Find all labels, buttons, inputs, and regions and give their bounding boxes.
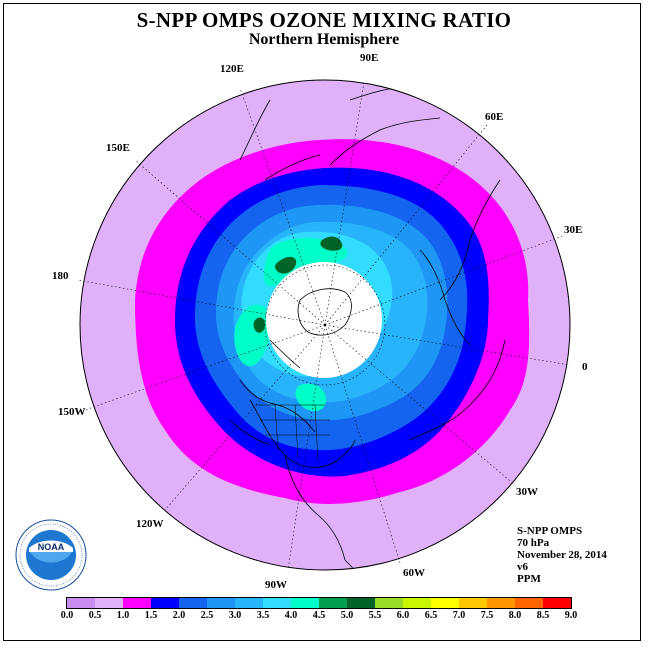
- colorbar-cell: [347, 598, 375, 608]
- colorbar-tick-label: 4.5: [312, 610, 326, 621]
- colorbar-cell: [431, 598, 459, 608]
- lon-label-90e: 90E: [360, 52, 378, 64]
- info-version: v6: [517, 561, 528, 573]
- colorbar-cell: [263, 598, 291, 608]
- colorbar-tick-label: 4.0: [284, 610, 298, 621]
- colorbar: [66, 597, 572, 609]
- colorbar-tick-label: 5.0: [340, 610, 354, 621]
- colorbar-cell: [291, 598, 319, 608]
- colorbar-cell: [319, 598, 347, 608]
- lon-label-120e: 120E: [220, 63, 244, 75]
- info-units: PPM: [517, 573, 541, 585]
- colorbar-tick-label: 3.0: [228, 610, 242, 621]
- colorbar-tick-label: 2.0: [172, 610, 186, 621]
- info-date: November 28, 2014: [517, 549, 607, 561]
- info-level: 70 hPa: [517, 537, 550, 549]
- colorbar-cell: [207, 598, 235, 608]
- lon-label-150e: 150E: [106, 142, 130, 154]
- colorbar-tick-label: 1.0: [116, 610, 130, 621]
- colorbar-tick-label: 0.5: [88, 610, 102, 621]
- colorbar-tick-label: 1.5: [144, 610, 158, 621]
- colorbar-tick-label: 3.5: [256, 610, 270, 621]
- colorbar-cell: [543, 598, 571, 608]
- lon-label-180: 180: [52, 270, 69, 282]
- state-boundaries: [255, 404, 330, 463]
- polar-night-region: [266, 262, 382, 378]
- map-subtitle: Northern Hemisphere: [248, 31, 400, 48]
- lon-label-90w: 90W: [265, 579, 287, 591]
- colorbar-cell: [67, 598, 95, 608]
- lon-label-30w: 30W: [516, 486, 538, 498]
- map-title: S-NPP OMPS OZONE MIXING RATIO: [136, 8, 512, 32]
- lon-label-150w: 150W: [58, 406, 86, 418]
- noaa-logo-text: NOAA: [38, 542, 65, 552]
- colorbar-tick-label: 7.5: [480, 610, 494, 621]
- lon-label-0: 0: [582, 361, 588, 373]
- colorbar-tick-label: 2.5: [200, 610, 214, 621]
- colorbar-cell: [123, 598, 151, 608]
- graticule: [77, 81, 571, 571]
- colorbar-cell: [487, 598, 515, 608]
- colorbar-cell: [151, 598, 179, 608]
- colorbar-cell: [95, 598, 123, 608]
- colorbar-tick-label: 5.5: [368, 610, 382, 621]
- colorbar-cell: [235, 598, 263, 608]
- colorbar-cell: [179, 598, 207, 608]
- lon-label-60w: 60W: [403, 567, 425, 579]
- colorbar-tick-label: 9.0: [564, 610, 578, 621]
- noaa-logo: NOAA: [15, 519, 87, 591]
- colorbar-tick-label: 7.0: [452, 610, 466, 621]
- figure-frame: [3, 3, 641, 641]
- colorbar-tick-label: 6.5: [424, 610, 438, 621]
- colorbar-tick-label: 8.0: [508, 610, 522, 621]
- colorbar-tick-label: 6.0: [396, 610, 410, 621]
- colorbar-cell: [403, 598, 431, 608]
- colorbar-cell: [515, 598, 543, 608]
- colorbar-cell: [459, 598, 487, 608]
- colorbar-cell: [375, 598, 403, 608]
- colorbar-tick-label: 8.5: [536, 610, 550, 621]
- info-instrument: S-NPP OMPS: [517, 525, 583, 537]
- lon-label-30e: 30E: [564, 224, 582, 236]
- contour-4-5: [253, 236, 343, 333]
- info-block: S-NPP OMPS 70 hPa November 28, 2014 v6 P…: [517, 525, 607, 585]
- lon-label-120w: 120W: [136, 518, 164, 530]
- colorbar-ticks: 0.0 0.5 1.0 1.5 2.0 2.5 3.0 3.5 4.0 4.5 5.0 5.5 6.0 6…: [0, 610, 648, 624]
- colorbar-tick-label: 0.0: [60, 610, 74, 621]
- lon-label-60e: 60E: [485, 111, 503, 123]
- coastlines: [229, 87, 506, 570]
